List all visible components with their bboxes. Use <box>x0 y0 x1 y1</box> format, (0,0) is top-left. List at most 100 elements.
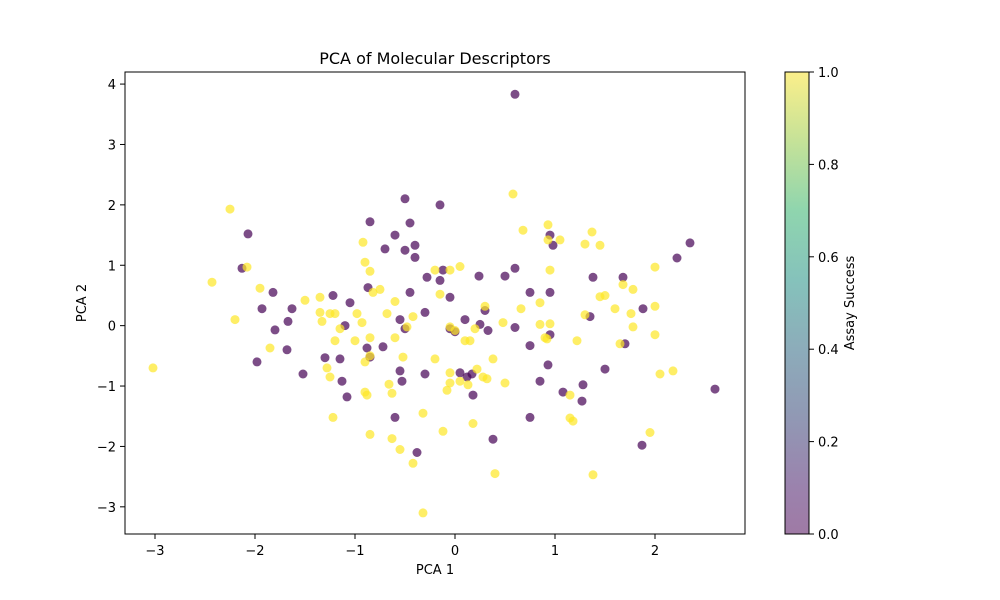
data-point <box>638 304 648 314</box>
data-point <box>535 298 545 308</box>
data-point <box>255 283 265 293</box>
data-point <box>637 440 647 450</box>
data-point <box>257 304 267 314</box>
data-point <box>455 368 465 378</box>
data-point <box>328 412 338 422</box>
data-point <box>578 380 588 390</box>
data-point <box>587 227 597 237</box>
data-point <box>463 380 473 390</box>
data-point <box>668 366 678 376</box>
data-point <box>650 262 660 272</box>
data-point <box>395 315 405 325</box>
data-point <box>615 339 625 349</box>
data-point <box>243 229 253 239</box>
data-point <box>628 322 638 332</box>
data-point <box>418 508 428 518</box>
data-point <box>468 419 478 428</box>
data-point <box>618 280 628 290</box>
x-tick-label: 0 <box>451 544 459 559</box>
data-point <box>397 376 407 386</box>
data-point <box>510 263 520 273</box>
data-point <box>545 287 555 297</box>
data-point <box>328 291 338 300</box>
data-point <box>525 341 535 351</box>
colorbar-tick-label: 0.4 <box>818 343 839 358</box>
y-tick-label: −1 <box>97 380 116 395</box>
colorbar-tick-label: 0.2 <box>818 436 839 451</box>
colorbar-tick-label: 0.0 <box>818 528 839 543</box>
colorbar <box>784 71 810 535</box>
data-point <box>435 289 445 299</box>
y-axis-ticks: −3 −2 −1 0 1 2 3 4 <box>97 78 125 516</box>
data-point <box>402 322 412 332</box>
y-tick-label: 1 <box>108 259 116 274</box>
data-point <box>390 333 400 343</box>
data-point <box>545 265 555 275</box>
data-point <box>645 428 655 437</box>
data-point <box>430 354 440 364</box>
data-point <box>580 239 590 249</box>
data-point <box>408 458 418 468</box>
data-point <box>400 245 410 255</box>
data-point <box>365 217 375 227</box>
data-point <box>516 304 526 314</box>
plot-frame <box>124 71 746 535</box>
data-point <box>300 295 310 305</box>
data-point <box>368 287 378 297</box>
data-point <box>542 334 552 344</box>
data-point <box>390 412 400 422</box>
x-tick-label: −2 <box>245 544 264 559</box>
data-point <box>430 265 440 275</box>
data-point <box>455 376 465 386</box>
data-point <box>555 235 565 245</box>
data-point <box>298 369 308 379</box>
data-point <box>445 292 455 302</box>
data-point <box>282 345 292 355</box>
data-point <box>405 218 415 228</box>
data-point <box>445 368 455 378</box>
y-axis-label: PCA 2 <box>75 284 90 322</box>
data-point <box>543 235 553 245</box>
data-point <box>390 230 400 240</box>
data-point <box>352 309 362 319</box>
data-point <box>252 357 262 367</box>
data-point <box>483 326 493 335</box>
data-point <box>400 194 410 204</box>
data-point <box>468 390 478 400</box>
data-point <box>357 318 367 328</box>
data-point <box>207 277 217 287</box>
data-point <box>325 372 335 382</box>
data-point <box>384 379 394 389</box>
data-point <box>508 189 518 199</box>
data-point <box>322 363 332 373</box>
data-point <box>490 469 500 479</box>
data-point <box>518 225 528 235</box>
data-point <box>375 284 385 294</box>
data-point <box>225 204 235 214</box>
data-point <box>387 388 397 398</box>
data-point <box>365 351 375 361</box>
data-point <box>410 252 420 262</box>
data-point <box>387 434 397 444</box>
data-point <box>558 387 568 397</box>
data-point <box>378 342 388 352</box>
data-point <box>365 429 375 439</box>
data-point <box>265 343 275 353</box>
data-point <box>148 363 158 373</box>
data-point <box>588 272 598 282</box>
data-point <box>450 326 460 335</box>
data-point <box>498 318 508 328</box>
x-tick-label: 2 <box>651 544 659 559</box>
data-point <box>488 434 498 444</box>
data-point <box>410 240 420 250</box>
data-point <box>565 390 575 400</box>
data-point <box>360 357 370 367</box>
data-point <box>525 287 535 297</box>
data-point <box>445 265 455 275</box>
data-point <box>525 412 535 422</box>
data-point <box>470 324 480 334</box>
data-point <box>360 257 370 267</box>
data-point <box>268 287 278 297</box>
data-point <box>435 275 445 285</box>
